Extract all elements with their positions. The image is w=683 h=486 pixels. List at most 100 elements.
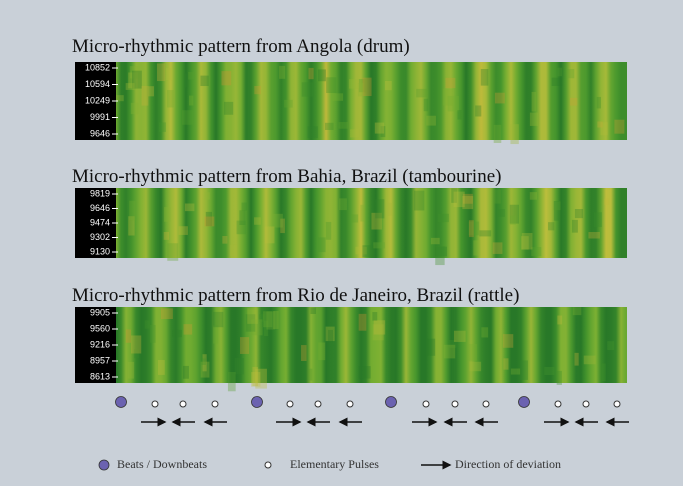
heatmap-noise <box>375 199 384 218</box>
heatmap-noise <box>531 247 541 256</box>
heatmap-noise <box>230 245 237 257</box>
heatmap-noise <box>129 201 135 220</box>
heatmap-noise <box>240 337 249 354</box>
heatmap-noise <box>164 207 170 222</box>
legend-beats: Beats / Downbeats <box>117 457 207 471</box>
pulse-marker <box>315 401 321 407</box>
heatmap-noise <box>224 102 233 115</box>
heatmap-noise <box>503 358 508 369</box>
heatmap-noise <box>184 73 188 88</box>
heatmap-noise <box>481 327 488 337</box>
heatmap-noise <box>167 90 173 107</box>
heatmap-noise <box>157 63 165 81</box>
heatmap-noise <box>308 369 312 381</box>
axis-label: 10594 <box>85 79 110 89</box>
heatmap-noise <box>222 236 227 244</box>
heatmap-noise <box>318 237 325 252</box>
heatmap-noise <box>521 236 529 249</box>
heatmap-noise <box>254 217 261 224</box>
heatmap-noise <box>228 372 236 391</box>
heatmap-noise <box>350 129 359 137</box>
heatmap-noise <box>213 312 223 327</box>
panel-title: Micro-rhythmic pattern from Rio de Janei… <box>72 285 519 306</box>
heatmap-noise <box>530 113 538 126</box>
axis-label: 9991 <box>90 112 110 122</box>
heatmap-noise <box>519 360 527 379</box>
heatmap-noise <box>424 99 428 111</box>
heatmap <box>116 307 627 391</box>
heatmap-noise <box>385 81 392 90</box>
pulse-marker <box>212 401 218 407</box>
heatmap <box>116 62 627 144</box>
pulse-marker <box>614 401 620 407</box>
heatmap-noise <box>182 110 194 125</box>
heatmap-noise <box>443 89 453 106</box>
heatmap-noise <box>338 122 348 129</box>
heatmap-noise <box>362 245 373 257</box>
heatmap-noise <box>148 86 154 96</box>
heatmap-noise <box>310 307 316 314</box>
heatmap-noise <box>584 356 596 365</box>
heatmap-noise <box>131 103 139 114</box>
heatmap-noise <box>159 122 166 131</box>
heatmap-noise <box>247 308 258 324</box>
heatmap-noise <box>167 243 178 261</box>
heatmap-noise <box>221 71 231 85</box>
heatmap-noise <box>318 343 325 361</box>
heatmap-noise <box>416 89 427 97</box>
heatmap-noise <box>325 123 334 130</box>
heatmap-noise <box>318 69 326 81</box>
heatmap-noise <box>128 362 134 379</box>
heatmap-noise <box>445 78 455 88</box>
heatmap-noise <box>126 83 135 90</box>
heatmap-noise <box>284 100 293 108</box>
heatmap-noise <box>158 360 165 375</box>
heatmap-noise <box>235 358 244 374</box>
heatmap-noise <box>161 308 173 319</box>
axis-label: 9216 <box>90 339 110 349</box>
heatmap-noise <box>594 212 602 227</box>
legend-pulse-symbol <box>265 462 271 468</box>
heatmap-noise <box>454 331 466 342</box>
axis-label: 8613 <box>90 371 110 381</box>
legend-pulses: Elementary Pulses <box>290 457 379 471</box>
figure: Beats / Downbeats Elementary Pulses Dire… <box>0 0 683 486</box>
heatmap-noise <box>548 222 554 230</box>
panel-title: Micro-rhythmic pattern from Bahia, Brazi… <box>72 166 501 187</box>
heatmap-noise <box>602 363 606 381</box>
heatmap-noise <box>426 116 436 126</box>
heatmap-noise <box>494 125 502 143</box>
heatmap-noise <box>454 192 465 208</box>
heatmap-noise <box>530 192 537 200</box>
axis-label: 9646 <box>90 128 110 138</box>
heatmap-noise <box>254 86 261 94</box>
heatmap-noise <box>172 330 182 337</box>
heatmap-noise <box>360 205 364 222</box>
heatmap-noise <box>511 369 520 375</box>
heatmap-noise <box>575 209 583 218</box>
heatmap-noise <box>265 227 275 244</box>
axis-label: 9905 <box>90 307 110 317</box>
heatmap-noise <box>349 79 359 89</box>
heatmap-noise <box>499 209 505 217</box>
pulse-marker <box>287 401 293 407</box>
heatmap-noise <box>363 78 372 96</box>
heatmap-noise <box>372 312 377 321</box>
heatmap-noise <box>510 124 518 144</box>
heatmap-noise <box>309 68 314 79</box>
pulse-marker <box>180 401 186 407</box>
heatmap-noise <box>475 105 481 116</box>
axis-label: 9302 <box>90 232 110 242</box>
heatmap-noise <box>544 367 554 375</box>
heatmap-noise <box>351 214 358 222</box>
heatmap-noise <box>131 335 141 353</box>
heatmap-noise <box>116 95 124 101</box>
heatmap-noise <box>473 240 480 255</box>
axis-label: 9130 <box>90 246 110 256</box>
heatmap-noise <box>166 68 172 80</box>
heatmap-noise <box>597 97 601 108</box>
heatmap-noise <box>359 366 371 378</box>
heatmap-noise <box>301 345 307 361</box>
heatmap-noise <box>373 242 385 248</box>
legend-beat-symbol <box>99 460 109 470</box>
